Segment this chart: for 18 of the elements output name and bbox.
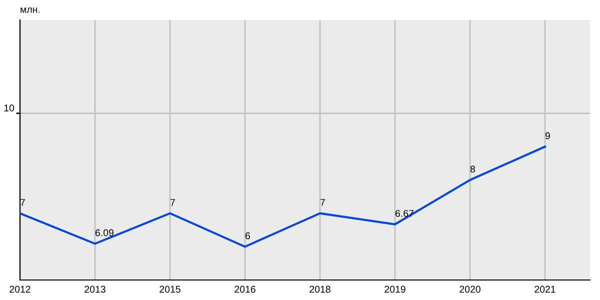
x-tick-label: 2018 xyxy=(310,286,330,293)
x-tick-label: 2012 xyxy=(10,286,30,293)
data-label: 6.09 xyxy=(95,229,114,236)
x-tick-label: 2021 xyxy=(534,286,556,293)
x-tick-label: 2015 xyxy=(160,286,180,293)
data-label: 7 xyxy=(20,199,25,206)
y-axis-title: млн. xyxy=(20,8,40,13)
data-label: 9 xyxy=(545,132,550,140)
data-label: 7 xyxy=(320,199,325,206)
data-label: 6 xyxy=(245,232,250,240)
ref-line-label: 10 xyxy=(4,104,14,112)
x-tick-label: 2020 xyxy=(460,286,480,293)
x-tick-label: 2013 xyxy=(84,286,106,293)
x-tick-label: 2016 xyxy=(234,286,256,293)
data-label: 7 xyxy=(170,199,175,206)
x-tick-label: 2019 xyxy=(384,286,406,293)
data-label: 6.67 xyxy=(395,210,414,217)
data-label: 8 xyxy=(470,166,475,173)
